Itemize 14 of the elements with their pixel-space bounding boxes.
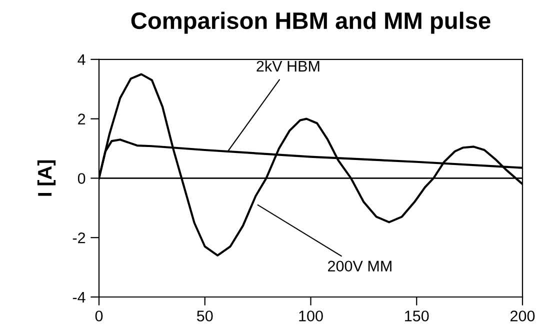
- y-tick-label: -2: [72, 232, 86, 244]
- chart-title: Comparison HBM and MM pulse: [131, 12, 490, 34]
- x-tick-label: 150: [405, 310, 429, 322]
- x-tick-label: 200: [510, 310, 535, 322]
- annotation: 200V MM: [328, 260, 392, 272]
- x-tick-label: 100: [299, 310, 323, 322]
- y-tick-label: 2: [78, 114, 86, 124]
- y-tick-label: -4: [72, 292, 86, 303]
- y-tick-label: 0: [78, 173, 86, 184]
- annotation: 2kV HBM: [256, 60, 320, 72]
- x-tick-label: 50: [196, 310, 213, 322]
- x-tick-label: 0: [95, 310, 103, 322]
- y-axis-title: I [A]: [37, 160, 56, 196]
- y-tick-label: 4: [78, 54, 86, 65]
